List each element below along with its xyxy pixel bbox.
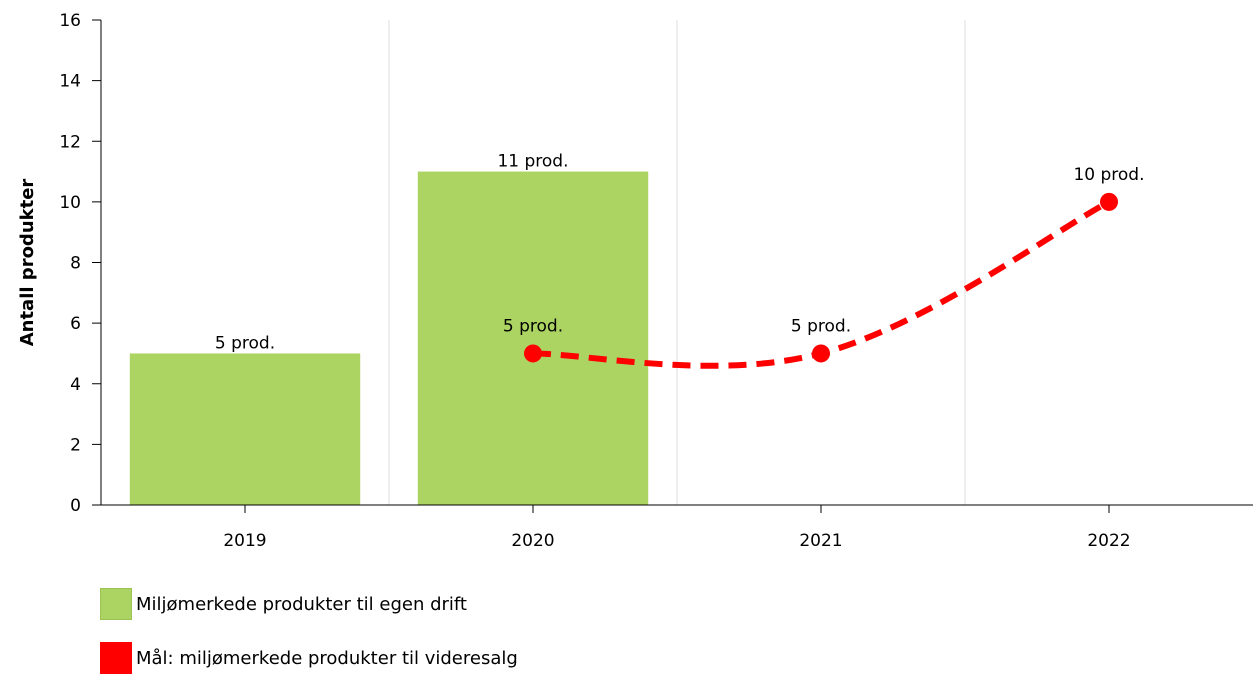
x-tick-label: 2021 bbox=[799, 531, 842, 551]
legend-label: Mål: miljømerkede produkter til videresa… bbox=[136, 647, 518, 669]
y-tick-label: 8 bbox=[70, 254, 81, 274]
legend-swatch-green bbox=[100, 588, 132, 620]
target-point bbox=[812, 344, 830, 363]
y-tick-label: 16 bbox=[59, 11, 81, 31]
legend-label: Miljømerkede produkter til egen drift bbox=[136, 593, 467, 615]
axes: 0 2 4 6 8 10 12 14 16 2019 2020 2021 2022 bbox=[59, 11, 1253, 551]
legend-item-target[interactable]: Mål: miljømerkede produkter til videresa… bbox=[100, 642, 518, 674]
chart: 0 2 4 6 8 10 12 14 16 2019 2020 2021 2022 5 prod. 11 … bbox=[17, 11, 1253, 551]
bar-data-label: 5 prod. bbox=[215, 333, 275, 353]
grid-lines bbox=[388, 20, 966, 505]
bar-data-label: 11 prod. bbox=[497, 152, 568, 172]
y-tick-label: 2 bbox=[70, 435, 81, 455]
x-tick-label: 2022 bbox=[1087, 531, 1130, 551]
y-tick-label: 4 bbox=[70, 375, 81, 395]
target-point bbox=[1100, 192, 1118, 211]
legend: Miljømerkede produkter til egen drift Må… bbox=[100, 588, 518, 696]
legend-swatch-red bbox=[100, 642, 132, 674]
x-tick-label: 2020 bbox=[511, 531, 554, 551]
bar bbox=[417, 171, 649, 505]
line-data-label: 5 prod. bbox=[503, 316, 563, 336]
legend-item-bars[interactable]: Miljømerkede produkter til egen drift bbox=[100, 588, 518, 620]
y-tick-label: 14 bbox=[59, 72, 81, 92]
x-tick-label: 2019 bbox=[223, 531, 266, 551]
y-tick-label: 0 bbox=[70, 496, 81, 516]
bar-series bbox=[129, 171, 649, 505]
bar bbox=[129, 353, 361, 505]
y-tick-label: 10 bbox=[59, 193, 81, 213]
line-data-label: 5 prod. bbox=[791, 316, 851, 336]
y-tick-label: 6 bbox=[70, 314, 81, 334]
data-labels: 5 prod. 11 prod. 5 prod. 5 prod. 10 prod. bbox=[215, 152, 1145, 354]
line-series bbox=[524, 192, 1118, 369]
y-axis-label: Antall produkter bbox=[17, 179, 38, 347]
target-point bbox=[524, 344, 542, 363]
y-tick-label: 12 bbox=[59, 132, 81, 152]
line-data-label: 10 prod. bbox=[1073, 165, 1144, 185]
